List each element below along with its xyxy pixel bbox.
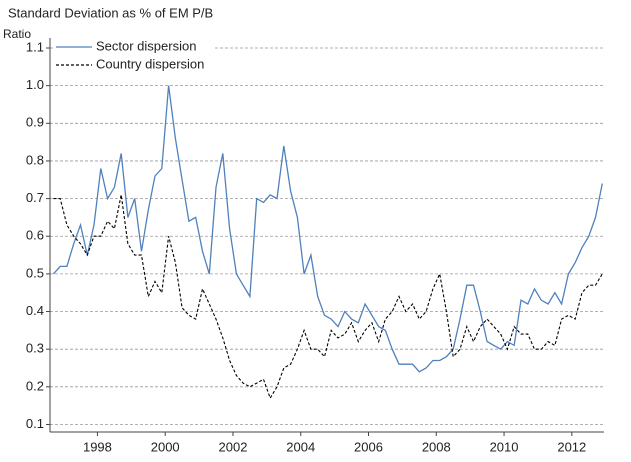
y-tick-label: 0.1: [26, 416, 44, 431]
y-tick-label: 0.6: [26, 228, 44, 243]
x-tick-label: 2008: [422, 439, 451, 454]
y-tick-label: 0.5: [26, 265, 44, 280]
y-tick-label: 0.3: [26, 341, 44, 356]
x-tick-label: 2012: [557, 439, 586, 454]
series-line: [52, 85, 603, 373]
y-tick-label: 0.2: [26, 378, 44, 393]
x-tick-label: 2000: [151, 439, 180, 454]
series-line: [53, 194, 603, 400]
legend-label: Sector dispersion: [96, 38, 196, 53]
x-tick-label: 2002: [219, 439, 248, 454]
x-tick-label: 2010: [490, 439, 519, 454]
x-tick-label: 1998: [83, 439, 112, 454]
y-tick-label: 0.9: [26, 115, 44, 130]
y-tick-label: 0.8: [26, 152, 44, 167]
legend-bg: [54, 57, 214, 74]
legend-label: Country dispersion: [96, 56, 204, 71]
y-tick-label: 0.7: [26, 190, 44, 205]
legend-bg: [54, 39, 214, 56]
x-tick-label: 2004: [286, 439, 315, 454]
y-axis-label: Ratio: [3, 27, 31, 41]
y-tick-label: 0.4: [26, 303, 44, 318]
y-tick-label: 1.0: [26, 77, 44, 92]
y-tick-label: 1.1: [26, 39, 44, 54]
x-tick-label: 2006: [354, 439, 383, 454]
chart-title: Standard Deviation as % of EM P/B: [8, 5, 213, 20]
